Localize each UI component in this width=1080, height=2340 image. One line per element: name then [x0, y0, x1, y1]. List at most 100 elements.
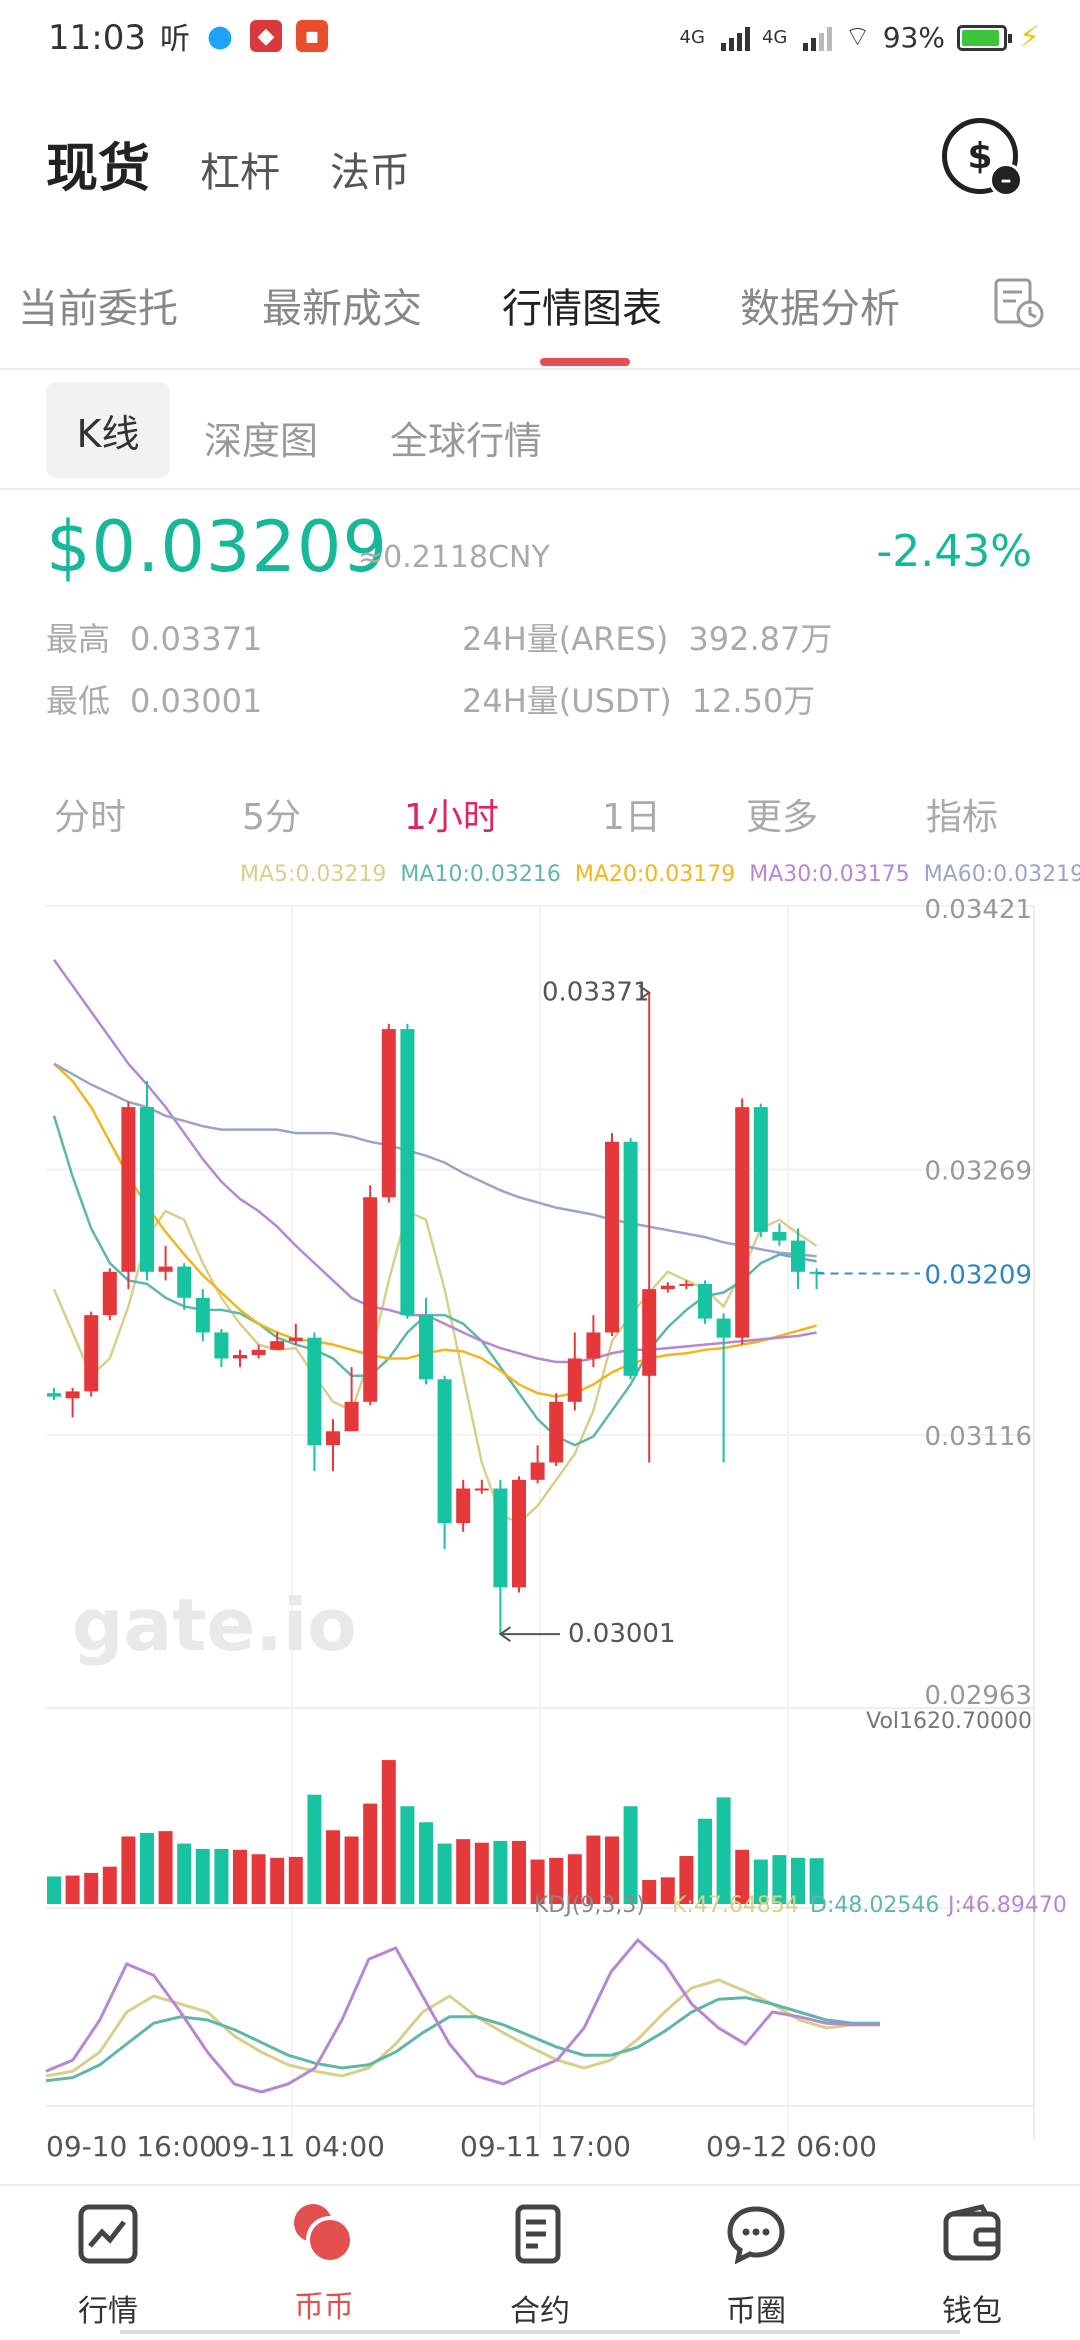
volume-bar	[307, 1794, 322, 1904]
order-history-icon[interactable]	[992, 274, 1046, 330]
kdj-k-label: K:47.64854	[672, 1893, 799, 1918]
candle-body	[195, 1297, 210, 1333]
tab-latest-trades[interactable]: 最新成交	[262, 286, 422, 332]
nav-wallet[interactable]: 钱包	[912, 2204, 1032, 2330]
high-label: 最高	[46, 620, 111, 658]
period-1day[interactable]: 1日	[602, 797, 661, 838]
period-5min[interactable]: 5分	[242, 797, 301, 838]
chart-type-tabs: K线 深度图 全球行情	[0, 370, 1080, 490]
candle-body	[679, 1283, 694, 1286]
candle-body	[102, 1271, 117, 1316]
y-tick-label: 0.02963	[924, 1681, 1032, 1711]
nav-futures[interactable]: 合约	[480, 2204, 600, 2330]
volume-bar	[660, 1877, 675, 1904]
volume-bar	[47, 1876, 61, 1904]
candle-body	[437, 1379, 452, 1524]
candle-body	[65, 1391, 80, 1399]
y-tick-label: 0.03421	[924, 895, 1032, 925]
volume-bar	[567, 1854, 582, 1904]
volume-bar	[84, 1872, 99, 1904]
status-bar: 11:03 听 ● ◆ ▪ 4G 4G ⌔ 93% ⚡	[0, 0, 1080, 80]
nav-spot[interactable]: 币币	[264, 2204, 384, 2326]
ma-legend: MA5:0.03219 MA10:0.03216 MA20:0.03179 MA…	[240, 862, 1080, 887]
volume-bar	[493, 1840, 508, 1904]
volume-bar	[102, 1866, 117, 1904]
candle-body	[419, 1315, 433, 1380]
system-status-icons: 4G 4G ⌔ 93% ⚡	[680, 20, 1040, 55]
bottom-nav: 行情 币币 合约 币圈 钱包	[0, 2184, 1080, 2340]
tab-global-market[interactable]: 全球行情	[390, 419, 543, 463]
candle-body	[586, 1332, 601, 1359]
volume-bar	[363, 1803, 378, 1904]
kdj-d-label: D:48.02546	[810, 1893, 939, 1918]
candle-body	[660, 1285, 675, 1290]
news-app-icon: ◆	[250, 20, 282, 52]
tab-market-chart[interactable]: 行情图表	[502, 286, 662, 332]
x-axis-label: 09-10 16:00	[46, 2130, 217, 2163]
tab-depth-chart[interactable]: 深度图	[204, 419, 319, 463]
volume-bar	[177, 1843, 192, 1904]
tab-open-orders[interactable]: 当前委托	[18, 286, 178, 332]
period-more[interactable]: 更多	[746, 797, 819, 838]
x-axis-label: 09-11 04:00	[214, 2130, 385, 2163]
volume-bar	[642, 1880, 657, 1904]
nav-spot-label: 币币	[294, 2290, 354, 2325]
volume-bar	[140, 1832, 154, 1904]
tab-kline[interactable]: K线	[46, 382, 170, 478]
listen-app-notification-icon: 听	[160, 22, 190, 57]
active-tab-indicator	[540, 358, 630, 366]
volume-bar	[158, 1831, 173, 1904]
qq-penguin-icon: ●	[206, 18, 234, 54]
signal-strength-icon	[803, 25, 833, 51]
volume-bar	[326, 1830, 340, 1904]
candle-body	[549, 1401, 564, 1463]
nav-wallet-label: 钱包	[942, 2294, 1002, 2329]
minus-icon: –	[989, 163, 1023, 197]
volume-ares-label: 24H量(ARES)	[462, 620, 669, 658]
candle-body	[251, 1349, 266, 1356]
asset-dollar-button[interactable]: $ –	[942, 118, 1023, 197]
battery-icon	[956, 24, 1012, 51]
last-price: $0.03209	[46, 506, 389, 588]
nav-markets[interactable]: 行情	[48, 2204, 168, 2330]
tab-data-analysis[interactable]: 数据分析	[740, 286, 900, 332]
candle-body	[214, 1332, 229, 1359]
tab-spot[interactable]: 现货	[46, 139, 151, 199]
kdj-j-label: J:46.89470	[946, 1893, 1067, 1918]
candle-body	[121, 1107, 136, 1272]
candle-body	[140, 1107, 154, 1272]
indicator-button[interactable]: 指标	[926, 797, 999, 838]
high-price-annotation: 0.03371	[542, 978, 650, 1008]
volume-bar	[381, 1760, 396, 1904]
volume-bar	[419, 1822, 433, 1904]
period-1hour[interactable]: 1小时	[404, 797, 499, 838]
kdj-d-line	[45, 1996, 880, 2083]
volume-bar	[549, 1857, 564, 1904]
chart-trend-icon	[78, 2204, 138, 2264]
volume-ares-stat: 24H量(ARES) 392.87万	[462, 614, 832, 660]
tab-fiat[interactable]: 法币	[330, 150, 411, 196]
notification-icons: 听 ● ◆ ▪	[160, 18, 328, 57]
candle-body	[456, 1488, 471, 1524]
volume-ares-value: 392.87万	[688, 620, 833, 658]
x-axis-label: 09-11 17:00	[460, 2130, 631, 2163]
volume-bar	[698, 1818, 712, 1904]
volume-bar	[586, 1835, 601, 1904]
volume-bar	[65, 1875, 80, 1904]
candle-body	[753, 1107, 768, 1232]
nav-futures-label: 合约	[510, 2294, 570, 2329]
volume-bar	[809, 1858, 824, 1904]
period-timeline[interactable]: 分时	[54, 797, 127, 838]
volume-bar	[772, 1855, 787, 1904]
volume-bar	[512, 1840, 526, 1904]
ma30-legend: MA30:0.03175	[749, 862, 910, 887]
nav-community[interactable]: 币圈	[696, 2204, 816, 2330]
candle-body	[791, 1240, 805, 1272]
ma60-legend: MA60:0.03219	[923, 862, 1080, 887]
volume-bar	[791, 1857, 805, 1904]
kline-chart[interactable]: gate.io 0.03421 0.03269 0.03116 0.02963 0.033…	[0, 880, 1080, 2180]
tab-margin[interactable]: 杠杆	[200, 150, 281, 196]
volume-usdt-value: 12.50万	[691, 682, 816, 720]
candle-body	[605, 1141, 619, 1333]
sub-tabs: 当前委托 最新成交 行情图表 数据分析	[0, 262, 1080, 370]
